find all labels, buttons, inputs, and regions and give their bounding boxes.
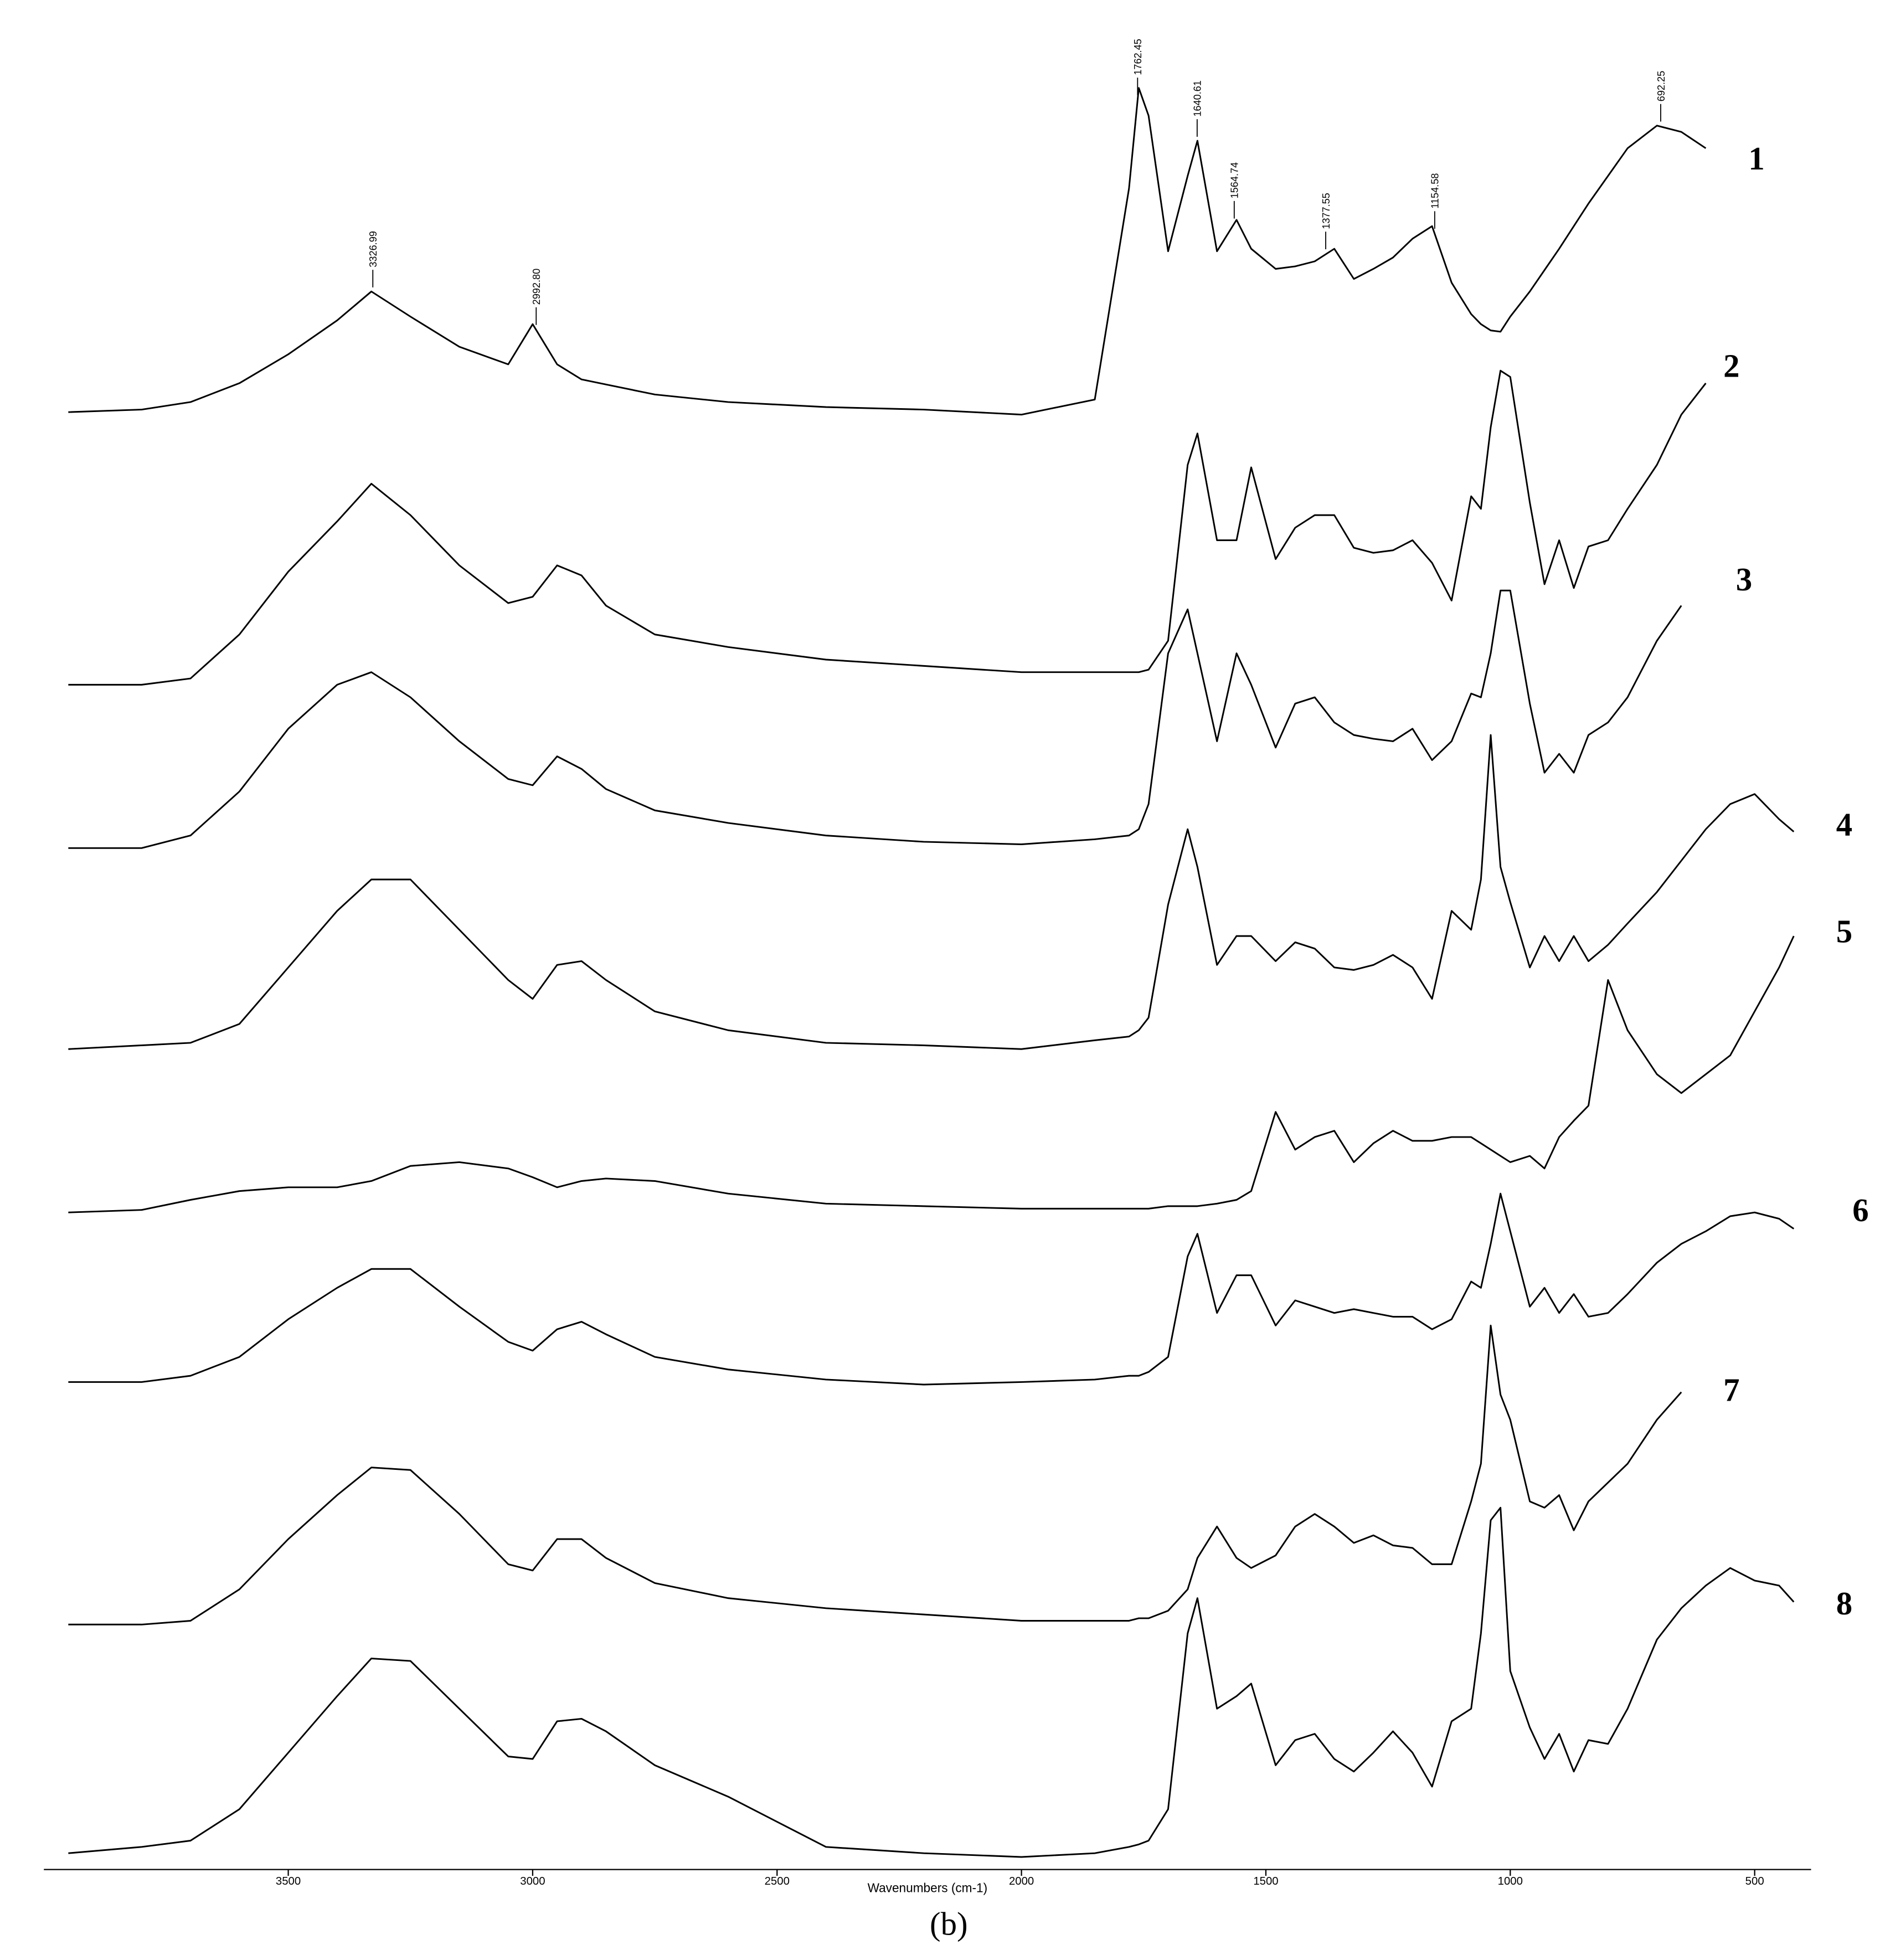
spectrum-line [68, 1192, 1795, 1386]
peak-label: 1154.58 [1430, 173, 1441, 209]
spectrum-line [68, 369, 1707, 686]
series-label: 2 [1723, 348, 1739, 384]
caption: (b) [930, 1906, 968, 1942]
series-label: 5 [1836, 913, 1852, 949]
spectrum-line [68, 87, 1707, 416]
series-label: 1 [1748, 141, 1764, 177]
x-tick-label: 2500 [765, 1875, 790, 1887]
peak-label: 2992.80 [531, 269, 542, 305]
series-label: 8 [1836, 1586, 1852, 1622]
peak-label: 1762.45 [1132, 39, 1144, 75]
peak-label: 692.25 [1656, 71, 1667, 101]
series-label: 6 [1852, 1192, 1868, 1228]
x-tick-label: 3000 [520, 1875, 545, 1887]
x-tick-label: 3500 [276, 1875, 301, 1887]
spectrum-line [68, 1324, 1682, 1625]
peak-label: 3326.99 [368, 231, 379, 267]
spectrum-line [68, 935, 1795, 1213]
series-label: 3 [1736, 562, 1752, 598]
spectrum-line [68, 734, 1795, 1050]
spectrum-line [68, 589, 1682, 849]
x-tick-label: 1000 [1498, 1875, 1523, 1887]
peak-label: 1377.55 [1321, 193, 1332, 229]
series-label: 7 [1723, 1372, 1739, 1408]
series-label: 4 [1836, 807, 1852, 843]
x-tick-label: 1500 [1253, 1875, 1278, 1887]
spectrum-line [68, 1506, 1795, 1858]
peak-label: 1640.61 [1192, 80, 1203, 117]
x-tick-label: 2000 [1009, 1875, 1034, 1887]
x-axis-label: Wavenumbers (cm-1) [868, 1880, 988, 1895]
x-tick-label: 500 [1745, 1875, 1764, 1887]
peak-label: 1564.74 [1229, 162, 1240, 199]
